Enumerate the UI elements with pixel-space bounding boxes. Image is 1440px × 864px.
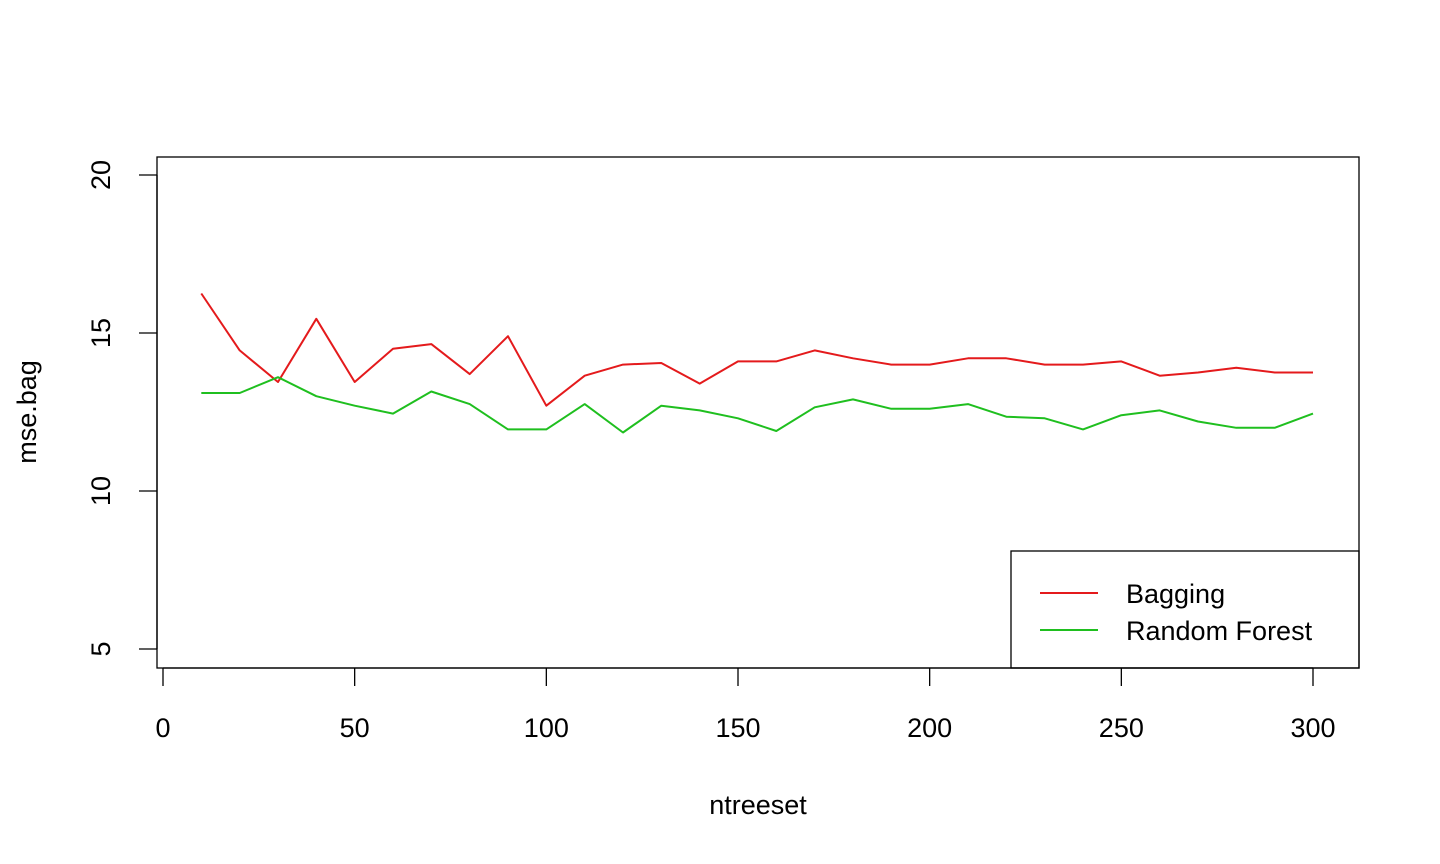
legend-label-bagging: Bagging bbox=[1126, 579, 1225, 609]
x-tick-label: 100 bbox=[524, 713, 569, 743]
y-tick-label: 15 bbox=[86, 318, 116, 348]
x-axis-title: ntreeset bbox=[709, 790, 807, 820]
series-layer bbox=[200, 292, 1314, 434]
series-line-bagging bbox=[200, 292, 1313, 407]
x-tick-label: 50 bbox=[340, 713, 370, 743]
legend: Bagging Random Forest bbox=[1010, 550, 1360, 669]
y-axis: 5 10 15 20 bbox=[86, 160, 158, 657]
legend-box bbox=[1010, 550, 1360, 669]
x-axis: 0 50 100 150 200 250 300 bbox=[155, 667, 1336, 743]
x-tick-label: 250 bbox=[1099, 713, 1144, 743]
y-axis-title: mse.bag bbox=[12, 360, 42, 464]
x-tick-label: 200 bbox=[907, 713, 952, 743]
y-tick-label: 5 bbox=[86, 641, 116, 656]
series-line-random-forest bbox=[201, 376, 1314, 434]
y-tick-label: 10 bbox=[86, 476, 116, 506]
x-tick-label: 300 bbox=[1290, 713, 1335, 743]
x-tick-label: 150 bbox=[715, 713, 760, 743]
y-tick-label: 20 bbox=[86, 160, 116, 190]
legend-label-random-forest: Random Forest bbox=[1126, 616, 1313, 646]
x-tick-label: 0 bbox=[155, 713, 170, 743]
